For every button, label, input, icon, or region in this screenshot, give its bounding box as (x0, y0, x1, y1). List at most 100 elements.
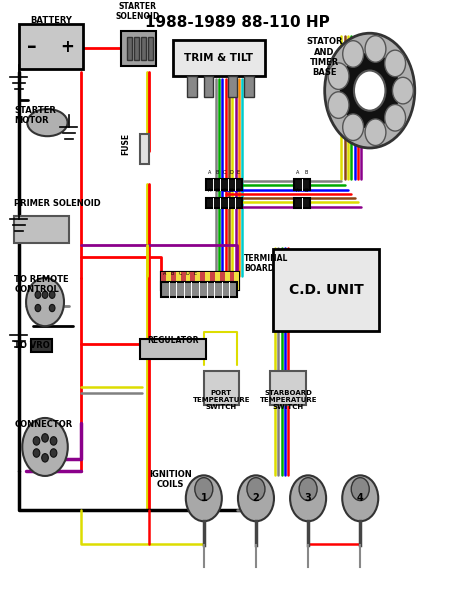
Text: B: B (171, 271, 174, 275)
Bar (206, 179, 242, 190)
Bar (204, 76, 213, 97)
Text: E: E (194, 271, 197, 275)
Text: PRIMER SOLENOID: PRIMER SOLENOID (14, 199, 101, 208)
Circle shape (328, 92, 349, 118)
Bar (161, 282, 237, 297)
Bar (220, 272, 225, 290)
Text: C.D. UNIT: C.D. UNIT (289, 283, 364, 297)
Circle shape (385, 50, 406, 77)
Bar (171, 272, 176, 290)
Text: –: – (27, 37, 37, 56)
Text: TERMINAL
BOARD: TERMINAL BOARD (244, 254, 289, 273)
Bar (273, 249, 379, 331)
Text: TRIM & TILT: TRIM & TILT (184, 53, 254, 63)
Circle shape (238, 475, 274, 521)
Text: C: C (222, 170, 226, 175)
Bar (200, 272, 205, 290)
Bar (228, 76, 237, 97)
Circle shape (354, 71, 385, 111)
Circle shape (42, 291, 48, 298)
Text: TO REMOTE
CONTROL: TO REMOTE CONTROL (14, 275, 69, 294)
Bar (294, 198, 310, 208)
Bar (181, 272, 186, 290)
Text: D: D (229, 188, 233, 193)
Bar (121, 31, 156, 66)
Bar (161, 272, 239, 290)
Bar (206, 198, 242, 208)
Text: A: A (296, 188, 300, 193)
Circle shape (42, 434, 48, 442)
Bar (19, 24, 83, 69)
Bar (215, 272, 220, 290)
Text: +: + (60, 37, 74, 56)
Text: E: E (237, 188, 240, 193)
Bar (294, 179, 310, 190)
Text: E: E (237, 170, 240, 175)
Bar (186, 272, 191, 290)
Text: D: D (186, 271, 190, 275)
Circle shape (42, 454, 48, 462)
Text: PORT
TEMPERATURE
SWITCH: PORT TEMPERATURE SWITCH (192, 390, 250, 410)
Bar (127, 37, 132, 60)
Circle shape (186, 475, 222, 521)
Ellipse shape (27, 109, 68, 137)
Text: 2: 2 (253, 493, 259, 503)
Text: C: C (222, 188, 226, 193)
Text: FUSE: FUSE (121, 133, 130, 155)
Circle shape (340, 53, 399, 128)
Circle shape (50, 449, 57, 457)
Circle shape (33, 437, 40, 445)
Bar (140, 339, 206, 359)
Text: 4: 4 (357, 493, 364, 503)
Bar (204, 371, 239, 405)
Circle shape (33, 449, 40, 457)
Text: STARTER
SOLENOID: STARTER SOLENOID (115, 2, 160, 21)
Circle shape (290, 475, 326, 521)
Text: A: A (208, 170, 211, 175)
Text: 1: 1 (201, 493, 207, 503)
Bar (166, 272, 171, 290)
Circle shape (365, 119, 386, 146)
Bar (210, 272, 215, 290)
Circle shape (195, 478, 213, 501)
Bar (187, 76, 197, 97)
Bar (235, 272, 239, 290)
Bar (161, 272, 166, 290)
Text: BATTERY: BATTERY (30, 16, 72, 25)
Circle shape (247, 478, 265, 501)
Circle shape (22, 418, 68, 476)
Bar (270, 371, 306, 405)
Bar (205, 272, 210, 290)
Text: 1988-1989 88-110 HP: 1988-1989 88-110 HP (145, 15, 329, 30)
Text: CONNECTOR: CONNECTOR (14, 420, 73, 429)
Circle shape (26, 278, 64, 326)
Circle shape (325, 33, 415, 148)
Circle shape (299, 478, 317, 501)
Text: STARTER
MOTOR: STARTER MOTOR (14, 106, 56, 125)
Circle shape (35, 291, 41, 298)
Bar (244, 76, 254, 97)
Circle shape (49, 291, 55, 298)
Bar (225, 272, 229, 290)
Text: D: D (229, 170, 233, 175)
Text: STATOR
AND
TIMER
BASE: STATOR AND TIMER BASE (306, 37, 343, 77)
Circle shape (328, 63, 349, 89)
Bar (161, 272, 239, 290)
Bar (141, 37, 146, 60)
Circle shape (343, 114, 364, 141)
Text: A: A (163, 271, 167, 275)
Circle shape (342, 475, 378, 521)
Text: B: B (215, 170, 219, 175)
Bar (14, 216, 69, 243)
Text: REGULATOR: REGULATOR (147, 336, 199, 345)
Circle shape (392, 77, 413, 104)
Text: TO VRO: TO VRO (14, 341, 50, 350)
Bar (176, 272, 181, 290)
Bar (229, 272, 235, 290)
Bar (191, 272, 195, 290)
Bar (140, 134, 149, 164)
Text: C: C (178, 271, 182, 275)
Circle shape (343, 40, 364, 67)
Text: IGNITION
COILS: IGNITION COILS (149, 470, 192, 489)
Text: 3: 3 (305, 493, 311, 503)
